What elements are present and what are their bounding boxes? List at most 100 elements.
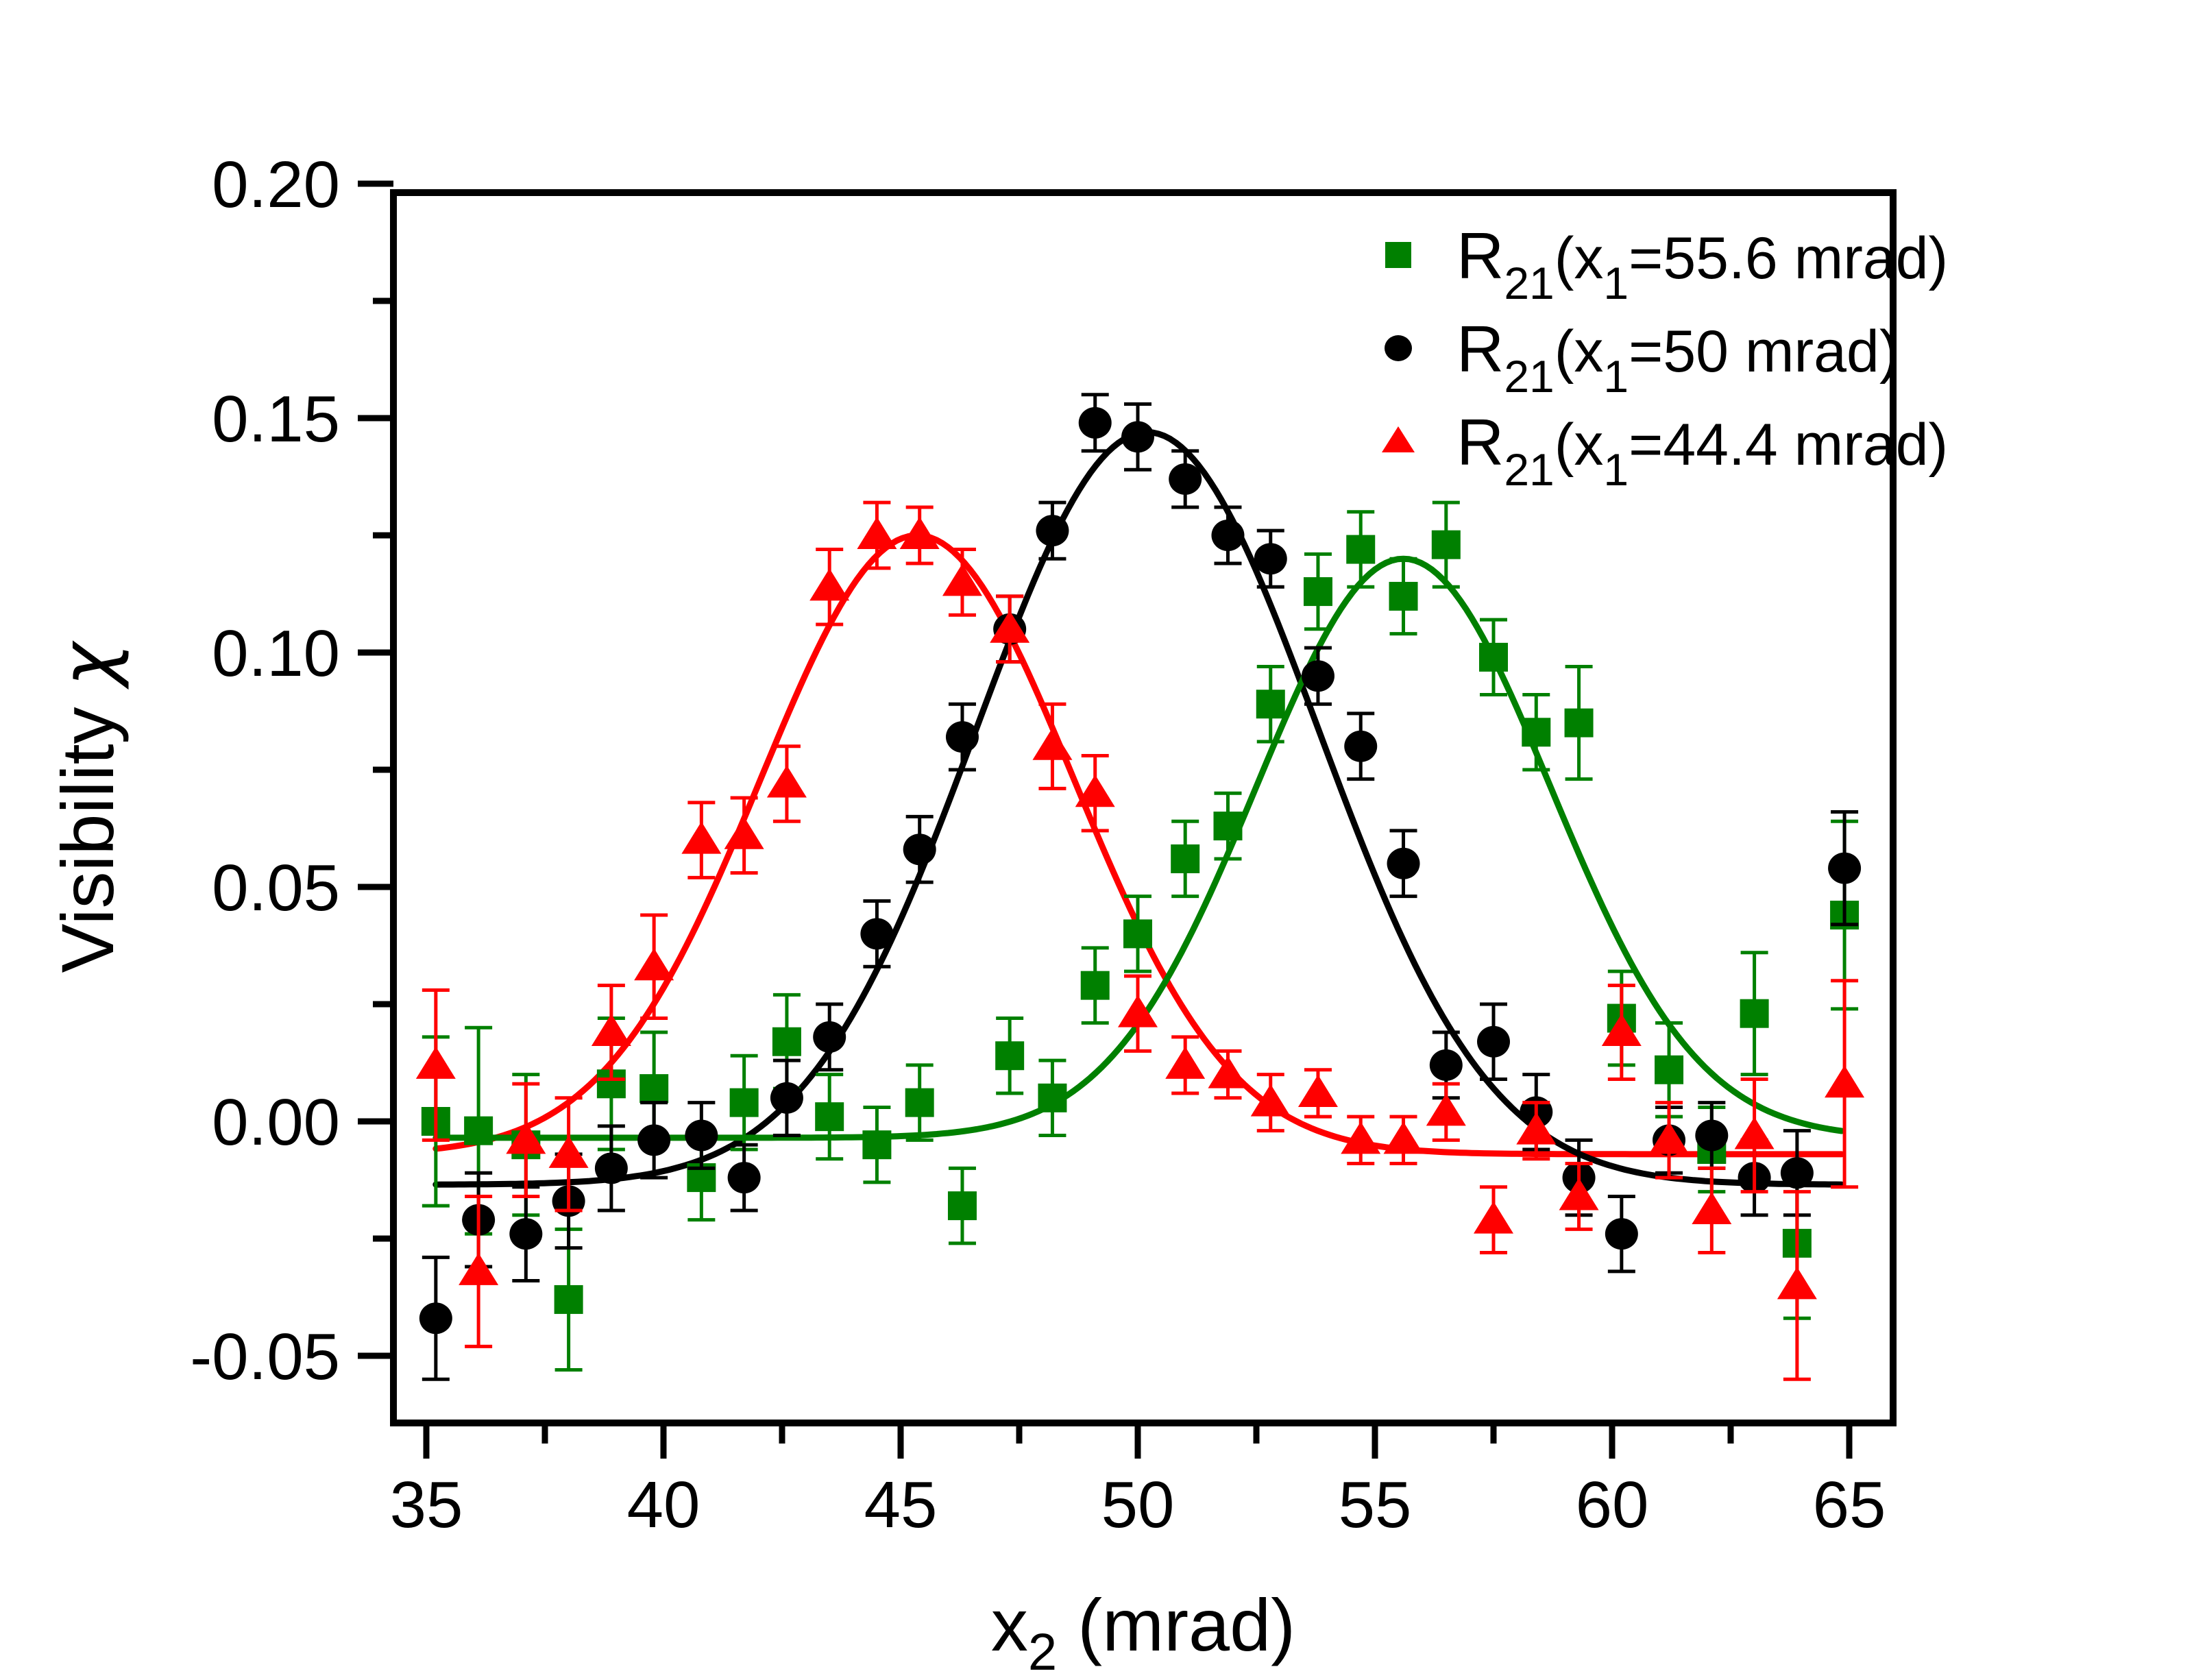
circle-marker bbox=[1695, 1119, 1729, 1152]
circle-marker bbox=[1780, 1157, 1814, 1189]
data-point bbox=[942, 548, 982, 617]
legend-label: R21(x1=50 mrad) bbox=[1456, 313, 1899, 402]
square-marker bbox=[1522, 718, 1551, 747]
circle-marker bbox=[1301, 660, 1334, 692]
legend-circle-marker bbox=[1385, 335, 1412, 361]
data-point bbox=[1431, 500, 1461, 589]
legend-label-value: =44.4 mrad) bbox=[1629, 412, 1948, 478]
data-point bbox=[459, 1194, 499, 1348]
triangle-marker bbox=[809, 568, 850, 601]
data-point bbox=[862, 1105, 892, 1184]
data-point bbox=[1121, 402, 1154, 472]
data-point bbox=[1825, 979, 1865, 1189]
square-marker bbox=[1655, 1055, 1684, 1084]
triangle-marker bbox=[990, 610, 1030, 643]
data-point bbox=[1734, 1077, 1775, 1194]
data-point bbox=[506, 1082, 546, 1198]
square-marker bbox=[772, 1027, 801, 1056]
data-point bbox=[947, 1166, 977, 1245]
data-point bbox=[634, 913, 674, 1021]
triangle-marker bbox=[1383, 1121, 1424, 1154]
data-point bbox=[1564, 665, 1594, 781]
y-tick-label: 0.15 bbox=[212, 382, 340, 456]
legend-label: R21(x1=44.4 mrad) bbox=[1456, 406, 1948, 495]
square-marker bbox=[815, 1102, 844, 1132]
circle-marker bbox=[1169, 463, 1202, 495]
data-point bbox=[990, 594, 1030, 664]
data-point bbox=[727, 1143, 761, 1213]
triangle-marker bbox=[1032, 727, 1073, 760]
circle-marker bbox=[1477, 1025, 1510, 1058]
y-axis-title: Visibility χ bbox=[45, 640, 131, 973]
triangle-marker bbox=[1250, 1084, 1291, 1117]
legend-label-open: (x bbox=[1555, 319, 1604, 385]
x-tick-label: 45 bbox=[864, 1468, 938, 1542]
legend-label-r: R bbox=[1456, 406, 1504, 479]
data-point bbox=[905, 1063, 934, 1142]
triangle-marker bbox=[1601, 1014, 1642, 1047]
data-point bbox=[1169, 449, 1202, 509]
data-point bbox=[1118, 974, 1158, 1053]
circle-marker bbox=[594, 1152, 628, 1184]
data-point bbox=[1344, 711, 1378, 781]
legend-label-r: R bbox=[1456, 219, 1504, 293]
data-point bbox=[860, 899, 894, 969]
legend-label-open: (x bbox=[1555, 412, 1604, 478]
square-marker bbox=[1740, 999, 1769, 1028]
triangle-marker bbox=[459, 1252, 499, 1285]
triangle-marker bbox=[506, 1121, 546, 1154]
x-tick-label: 65 bbox=[1813, 1468, 1886, 1542]
circle-marker bbox=[1078, 406, 1112, 439]
square-marker bbox=[1080, 971, 1110, 1000]
circle-marker bbox=[1254, 543, 1287, 575]
data-point bbox=[1426, 1082, 1466, 1142]
data-point bbox=[1649, 1101, 1690, 1180]
data-point bbox=[1036, 500, 1069, 561]
data-point bbox=[1777, 1190, 1817, 1381]
square-marker bbox=[1171, 844, 1200, 873]
data-point bbox=[1301, 646, 1334, 706]
y-tick-label: 0.00 bbox=[212, 1086, 340, 1159]
data-point bbox=[419, 1255, 452, 1381]
data-point bbox=[1516, 1101, 1557, 1161]
circle-marker bbox=[1121, 421, 1154, 453]
circle-marker bbox=[1387, 847, 1420, 879]
triangle-marker bbox=[591, 1014, 631, 1047]
circle-marker bbox=[1344, 730, 1378, 762]
triangle-marker bbox=[857, 517, 897, 549]
legend-label-r: R bbox=[1456, 313, 1504, 386]
legend-label-r-subscript: 21 bbox=[1504, 351, 1554, 402]
data-point bbox=[1479, 618, 1508, 697]
data-point bbox=[766, 744, 807, 823]
data-point bbox=[1123, 894, 1152, 973]
x-axis-title: x2 (mrad) bbox=[991, 1583, 1295, 1680]
square-marker bbox=[1564, 708, 1594, 738]
circle-marker bbox=[727, 1162, 761, 1194]
x-axis-title-main: x bbox=[991, 1583, 1028, 1666]
plot-frame bbox=[390, 189, 1897, 1426]
square-marker bbox=[1256, 690, 1285, 719]
data-point bbox=[1559, 1162, 1599, 1231]
data-point bbox=[1211, 505, 1245, 565]
square-marker bbox=[1389, 581, 1418, 611]
y-tick-labels: 0.20 0.15 0.10 0.05 0.00 -0.05 bbox=[190, 148, 340, 1393]
data-point bbox=[685, 1101, 718, 1170]
triangle-marker bbox=[1474, 1201, 1513, 1234]
data-point bbox=[1078, 393, 1112, 453]
legend-item: R21(x1=55.6 mrad) bbox=[1385, 219, 1948, 308]
data-point bbox=[415, 988, 456, 1142]
legend-label-value: =50 mrad) bbox=[1629, 319, 1899, 385]
circle-marker bbox=[1828, 852, 1862, 884]
circle-marker bbox=[1429, 1049, 1463, 1081]
data-point bbox=[1341, 1115, 1381, 1166]
square-marker bbox=[1123, 919, 1152, 949]
x-tick-labels: 35 40 45 50 55 60 65 bbox=[390, 1468, 1886, 1542]
data-point bbox=[1213, 791, 1243, 861]
data-point bbox=[554, 1227, 583, 1372]
circle-marker bbox=[860, 918, 894, 950]
square-marker bbox=[464, 1116, 493, 1145]
square-marker bbox=[995, 1041, 1025, 1071]
data-point bbox=[1080, 946, 1110, 1025]
